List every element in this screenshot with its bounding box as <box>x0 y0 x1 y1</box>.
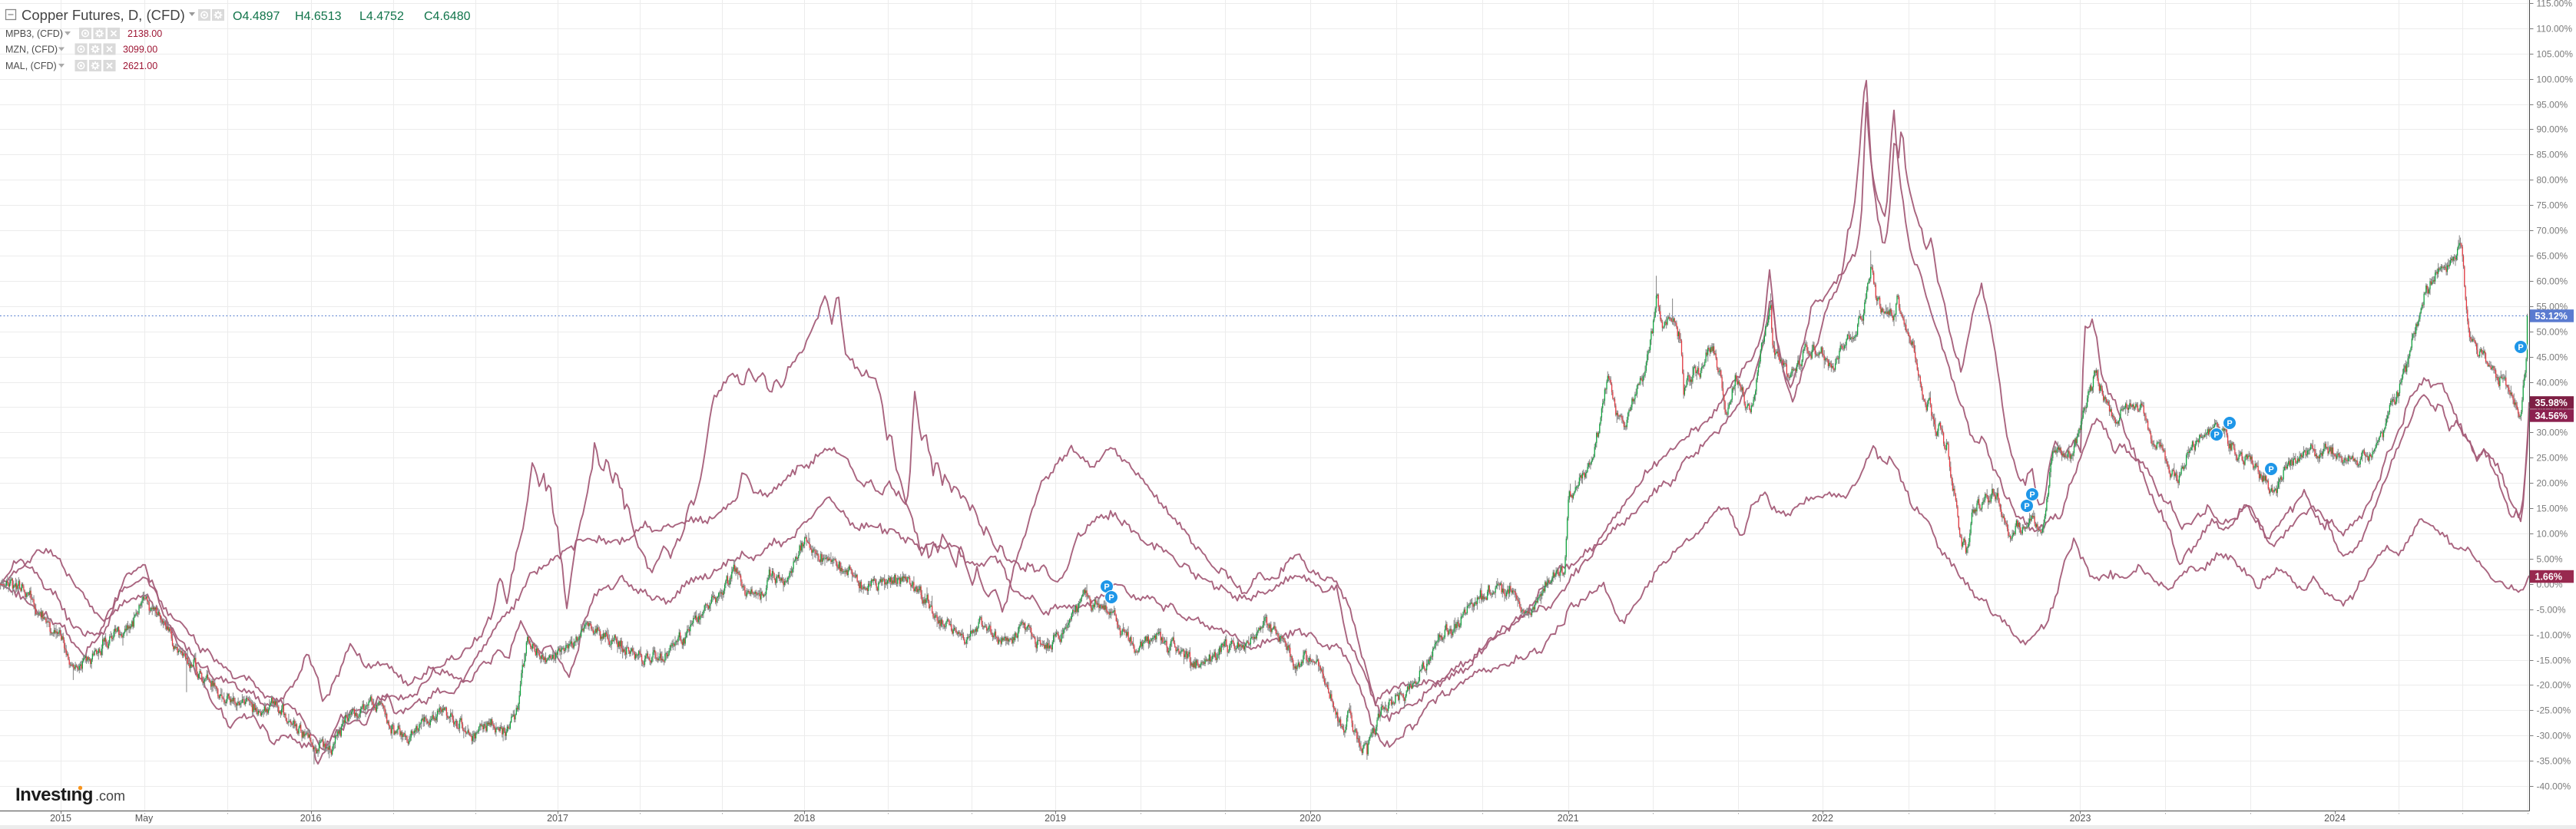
svg-text:-15.00%: -15.00% <box>2537 656 2571 666</box>
svg-text:53.12%: 53.12% <box>2535 311 2568 322</box>
svg-text:75.00%: 75.00% <box>2537 200 2568 211</box>
svg-text:May: May <box>135 813 154 824</box>
svg-text:P: P <box>2024 502 2029 511</box>
svg-text:95.00%: 95.00% <box>2537 100 2568 111</box>
svg-text:85.00%: 85.00% <box>2537 150 2568 160</box>
svg-text:55.00%: 55.00% <box>2537 302 2568 312</box>
svg-text:20.00%: 20.00% <box>2537 478 2568 489</box>
svg-text:L4.4752: L4.4752 <box>359 10 404 23</box>
svg-text:H4.6513: H4.6513 <box>295 10 342 23</box>
svg-text:2017: 2017 <box>547 813 568 824</box>
svg-text:5.00%: 5.00% <box>2537 554 2563 565</box>
svg-text:-20.00%: -20.00% <box>2537 680 2571 691</box>
svg-text:2023: 2023 <box>2070 813 2091 824</box>
svg-text:10.00%: 10.00% <box>2537 529 2568 540</box>
svg-text:P: P <box>2268 465 2273 474</box>
svg-text:35.98%: 35.98% <box>2535 398 2568 408</box>
svg-text:65.00%: 65.00% <box>2537 251 2568 262</box>
svg-text:2020: 2020 <box>1300 813 1321 824</box>
svg-text:50.00%: 50.00% <box>2537 327 2568 338</box>
svg-text:MZN, (CFD): MZN, (CFD) <box>5 44 58 54</box>
svg-text:-40.00%: -40.00% <box>2537 781 2571 792</box>
svg-text:80.00%: 80.00% <box>2537 175 2568 186</box>
svg-text:-35.00%: -35.00% <box>2537 756 2571 767</box>
svg-text:70.00%: 70.00% <box>2537 226 2568 236</box>
svg-text:.com: .com <box>95 788 125 804</box>
svg-text:-5.00%: -5.00% <box>2537 605 2566 616</box>
svg-text:2016: 2016 <box>300 813 322 824</box>
svg-text:P: P <box>2518 343 2523 352</box>
svg-text:2024: 2024 <box>2324 813 2346 824</box>
svg-text:-10.00%: -10.00% <box>2537 630 2571 641</box>
svg-text:O4.4897: O4.4897 <box>233 10 280 23</box>
svg-text:-30.00%: -30.00% <box>2537 731 2571 741</box>
svg-text:90.00%: 90.00% <box>2537 124 2568 135</box>
svg-text:Copper Futures, D, (CFD): Copper Futures, D, (CFD) <box>22 7 185 23</box>
svg-text:P: P <box>1104 583 1109 592</box>
svg-text:60.00%: 60.00% <box>2537 276 2568 287</box>
svg-text:P: P <box>2227 419 2232 428</box>
svg-text:2022: 2022 <box>1812 813 1833 824</box>
svg-text:115.00%: 115.00% <box>2537 0 2573 9</box>
svg-text:-25.00%: -25.00% <box>2537 705 2571 716</box>
svg-text:105.00%: 105.00% <box>2537 49 2574 60</box>
svg-text:2138.00: 2138.00 <box>127 28 162 39</box>
svg-text:25.00%: 25.00% <box>2537 453 2568 464</box>
svg-text:3099.00: 3099.00 <box>123 44 157 54</box>
svg-text:15.00%: 15.00% <box>2537 504 2568 514</box>
svg-text:34.56%: 34.56% <box>2535 411 2568 421</box>
svg-text:30.00%: 30.00% <box>2537 428 2568 438</box>
svg-text:2019: 2019 <box>1045 813 1066 824</box>
svg-text:1.66%: 1.66% <box>2535 571 2562 582</box>
svg-text:40.00%: 40.00% <box>2537 378 2568 388</box>
svg-text:MPB3, (CFD): MPB3, (CFD) <box>5 28 63 39</box>
svg-text:2621.00: 2621.00 <box>123 61 157 71</box>
svg-text:P: P <box>2213 431 2219 440</box>
svg-text:110.00%: 110.00% <box>2537 24 2573 35</box>
svg-text:45.00%: 45.00% <box>2537 352 2568 363</box>
svg-text:2015: 2015 <box>50 813 71 824</box>
svg-text:100.00%: 100.00% <box>2537 74 2574 85</box>
svg-text:P: P <box>1108 593 1114 603</box>
svg-text:P: P <box>2029 490 2035 500</box>
svg-text:C4.6480: C4.6480 <box>424 10 471 23</box>
svg-text:MAL, (CFD): MAL, (CFD) <box>5 61 57 71</box>
svg-text:2021: 2021 <box>1558 813 1579 824</box>
svg-text:2018: 2018 <box>793 813 815 824</box>
